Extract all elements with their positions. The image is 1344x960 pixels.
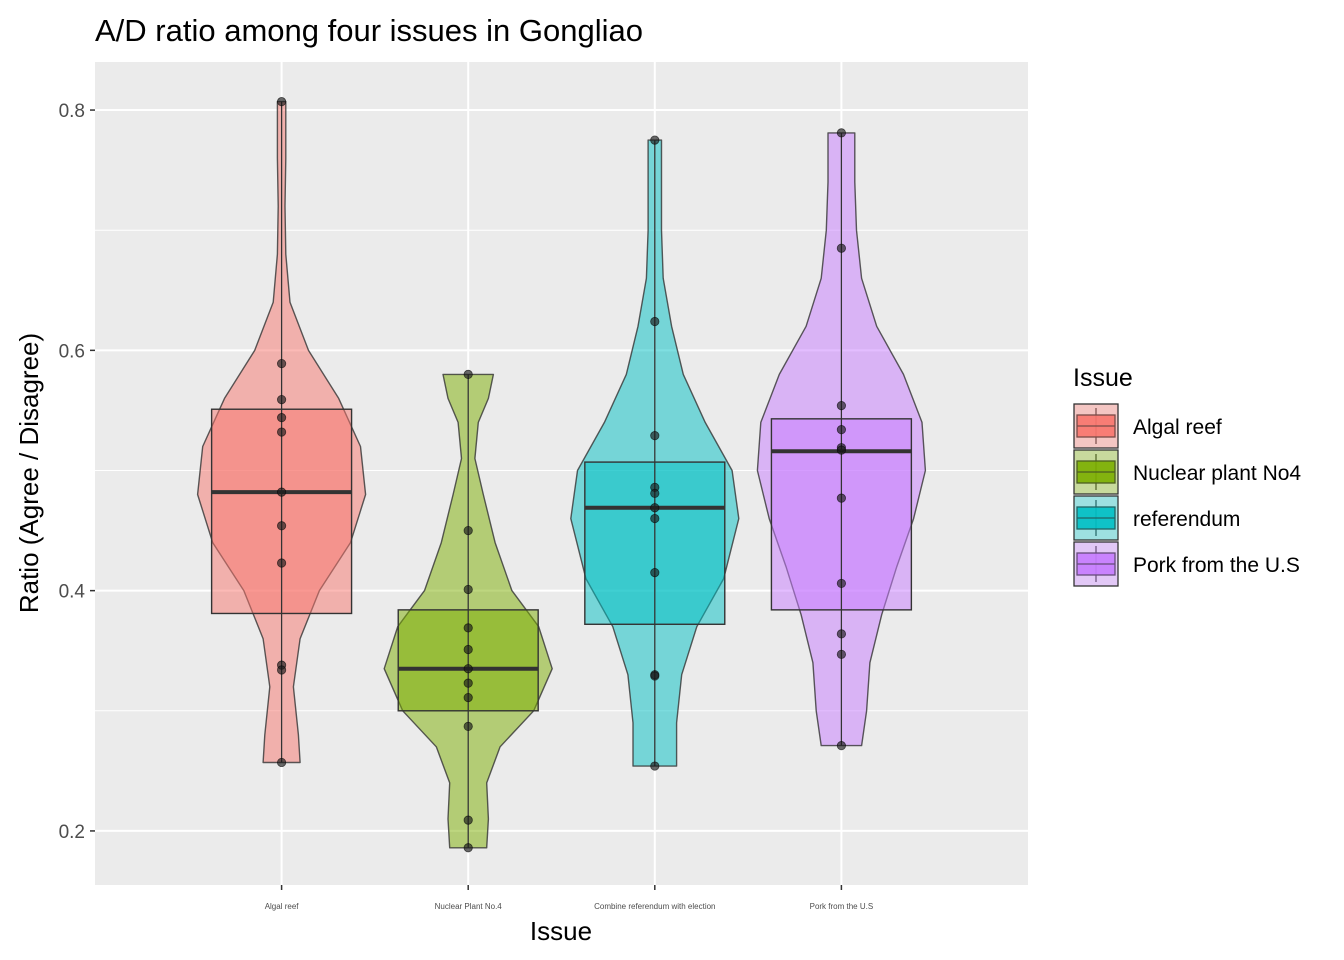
data-point [463,664,473,674]
data-point [836,649,847,659]
y-tick-label: 0.4 [59,582,86,603]
data-point [836,243,847,253]
legend: Issue Algal reef Nuclear plant No4 referen… [1073,364,1301,587]
data-point [463,525,473,536]
legend-label: Algal reef [1133,416,1222,439]
data-point [836,128,847,138]
data-point [276,521,287,531]
data-point [463,623,473,633]
data-point [650,568,660,578]
data-point [463,721,473,732]
y-axis: 0.2 0.4 0.6 0.8 [59,101,95,843]
data-point [650,135,660,145]
legend-label: Pork from the U.S [1133,554,1300,577]
x-tick-label: Algal reef [265,902,300,911]
legend-label: Nuclear plant No4 [1133,462,1301,485]
x-tick-label: Pork from the U.S [810,902,874,911]
legend-key-violin [1073,495,1119,541]
chart-title: A/D ratio among four issues in Gongliao [95,13,643,48]
data-point [276,427,287,437]
legend-key-violin [1073,541,1119,587]
data-point [463,369,473,379]
data-point [836,578,847,589]
legend-key-violin [1073,403,1119,449]
data-point [463,843,473,853]
data-point [463,692,473,703]
x-tick-label: Combine referendum with election [594,902,715,911]
data-point [836,425,847,435]
data-point [463,644,473,655]
data-point [650,761,660,771]
y-tick-label: 0.6 [59,341,85,362]
data-point [276,395,287,405]
data-point [836,741,847,751]
legend-label: referendum [1133,508,1240,531]
x-axis: Algal reef Nuclear Plant No.4 Combine refe… [265,885,873,911]
x-tick-label: Nuclear Plant No.4 [435,902,503,911]
y-tick-label: 0.8 [59,101,85,122]
data-point [276,665,287,675]
data-point [836,445,847,455]
data-point [650,513,660,524]
data-point [650,503,660,513]
y-tick-label: 0.2 [59,822,85,843]
data-point [276,487,287,497]
data-point [836,629,847,639]
data-point [276,413,287,423]
x-axis-title: Issue [530,916,592,946]
data-point [463,584,473,595]
data-point [650,431,660,441]
y-axis-title: Ratio (Agree / Disagree) [14,333,44,613]
data-point [276,358,287,369]
data-point [650,316,660,327]
data-points [276,97,847,853]
data-point [276,97,287,107]
data-point [836,401,847,411]
data-point [650,488,660,498]
legend-title: Issue [1073,364,1133,392]
data-point [650,671,660,681]
data-point [463,678,473,688]
data-point [276,558,287,568]
data-point [836,493,847,503]
data-point [276,757,287,768]
legend-key-violin [1073,449,1119,495]
data-point [463,815,473,825]
